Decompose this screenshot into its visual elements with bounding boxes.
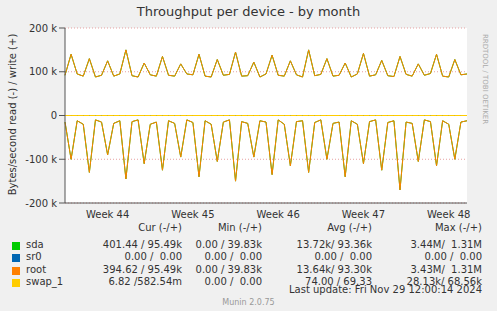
html-text:0.00 / 0.00: 0.00 / 0.00: [124, 251, 182, 263]
html-text:sr0: sr0: [26, 251, 42, 263]
html-text:root: root: [26, 263, 47, 275]
svg-text:200 k: 200 k: [29, 23, 57, 34]
html-text:Last update: Fri Nov 29 12:00:: Last update: Fri Nov 29 12:00:14 2024: [289, 284, 482, 295]
svg-text:Week 46: Week 46: [257, 209, 300, 220]
html-text:13.64k/ 93.30k: 13.64k/ 93.30k: [296, 263, 372, 275]
html-text:Avg (-/+): Avg (-/+): [327, 222, 372, 233]
html-text:Min (-/+): Min (-/+): [217, 222, 262, 233]
svg-text:-100 k: -100 k: [25, 154, 57, 165]
html-text:3.44M/ 1.31M: 3.44M/ 1.31M: [410, 239, 482, 250]
html-text:Throughput per device - by mon: Throughput per device - by month: [136, 4, 361, 19]
html-text:3.43M/ 1.31M: 3.43M/ 1.31M: [410, 263, 482, 275]
svg-text:Week 47: Week 47: [342, 209, 385, 220]
svg-text:Week 45: Week 45: [171, 209, 214, 220]
html-text:74.00 / 69.33: 74.00 / 69.33: [305, 275, 372, 287]
html-text:0.00 / 0.00: 0.00 / 0.00: [204, 275, 262, 287]
svg-text:Week 48: Week 48: [427, 209, 470, 220]
svg-text:-200 k: -200 k: [25, 198, 57, 209]
html-text:28.13k/ 68.56k: 28.13k/ 68.56k: [406, 275, 482, 287]
html-text:0.00 / 0.00: 0.00 / 0.00: [204, 251, 262, 263]
html-text:Max (-/+): Max (-/+): [435, 222, 482, 233]
svg-text:Week 44: Week 44: [86, 209, 129, 220]
html-text:401.44 / 95.49k: 401.44 / 95.49k: [102, 239, 182, 250]
html-text:swap_1: swap_1: [26, 275, 64, 287]
html-text:RRDTOOL / TOBI OETIKER: RRDTOOL / TOBI OETIKER: [481, 33, 489, 125]
html-text:Bytes/second read (-) / write: Bytes/second read (-) / write (+): [6, 33, 18, 196]
html-text:0.00 / 0.00: 0.00 / 0.00: [424, 251, 482, 263]
html-text:Cur (-/+): Cur (-/+): [138, 222, 182, 233]
html-text:6.82 /582.54m: 6.82 /582.54m: [108, 275, 182, 287]
svg-text:100 k: 100 k: [29, 66, 57, 77]
html-text:0.00 / 39.83k: 0.00 / 39.83k: [195, 263, 262, 275]
html-text:0.00 / 0.00: 0.00 / 0.00: [314, 251, 372, 263]
html-text:0.00 / 39.83k: 0.00 / 39.83k: [195, 239, 262, 250]
html-text:Munin 2.0.75: Munin 2.0.75: [222, 298, 275, 307]
svg-text:0: 0: [51, 110, 57, 121]
html-text:13.72k/ 93.36k: 13.72k/ 93.36k: [296, 239, 372, 250]
html-text:394.62 / 95.49k: 394.62 / 95.49k: [102, 263, 182, 275]
html-text:sda: sda: [26, 239, 44, 250]
